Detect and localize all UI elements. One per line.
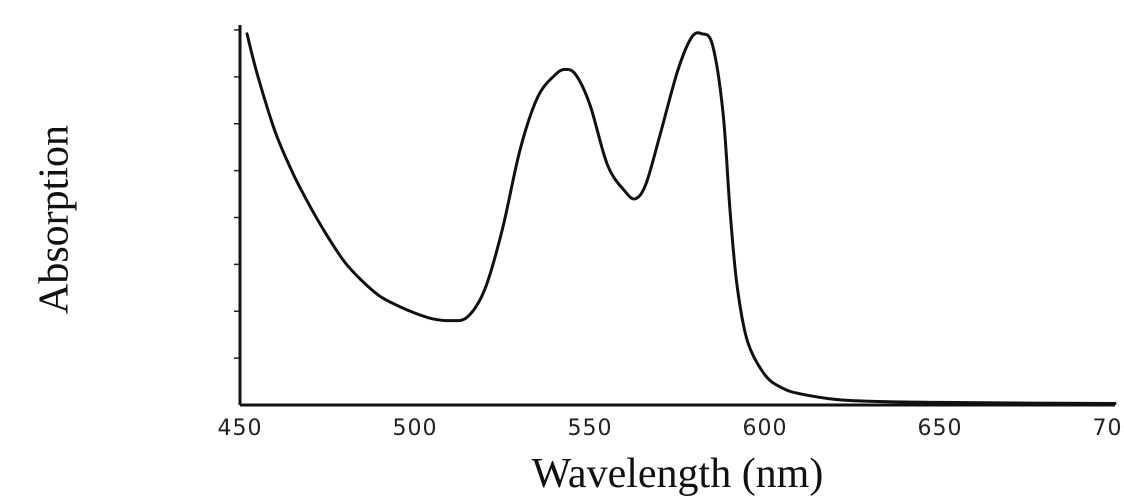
x-tick-label: 450 <box>218 416 263 441</box>
x-axis-tick-labels: 450 500 550 600 650 700 <box>218 416 1124 441</box>
x-tick-label: 500 <box>393 416 438 441</box>
x-tick-label: 650 <box>918 416 963 441</box>
x-tick-label: 550 <box>568 416 613 441</box>
x-tick-label: 600 <box>743 416 788 441</box>
x-axis-title: Wavelength (nm) <box>532 451 824 496</box>
x-tick-label: 700 <box>1093 416 1124 441</box>
y-axis-ticks <box>234 29 240 359</box>
absorption-curve <box>245 31 1117 405</box>
y-axis-title: Absorption <box>32 125 78 314</box>
